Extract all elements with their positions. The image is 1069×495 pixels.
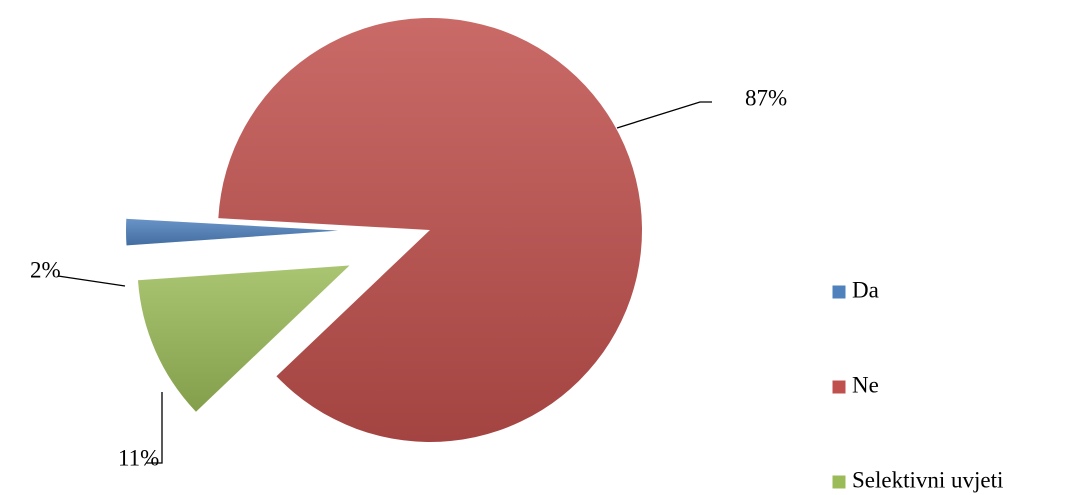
leader-line [57, 275, 126, 287]
data-label: 2% [30, 257, 61, 282]
data-label: 87% [745, 85, 787, 110]
legend-label: Ne [852, 372, 879, 397]
leader-lines [57, 101, 712, 464]
legend-label: Da [852, 277, 879, 302]
data-label: 11% [118, 445, 159, 470]
slice-shade [137, 265, 350, 412]
slice-shade [218, 17, 642, 443]
legend-swatch [831, 379, 847, 395]
legend-label: Selektivni uvjeti [852, 467, 1003, 492]
leader-line [616, 101, 712, 129]
slice-shade [126, 218, 339, 246]
leader-line [146, 392, 163, 464]
legend-swatch [831, 474, 847, 490]
legend-swatch [831, 284, 847, 300]
pie [126, 17, 642, 443]
